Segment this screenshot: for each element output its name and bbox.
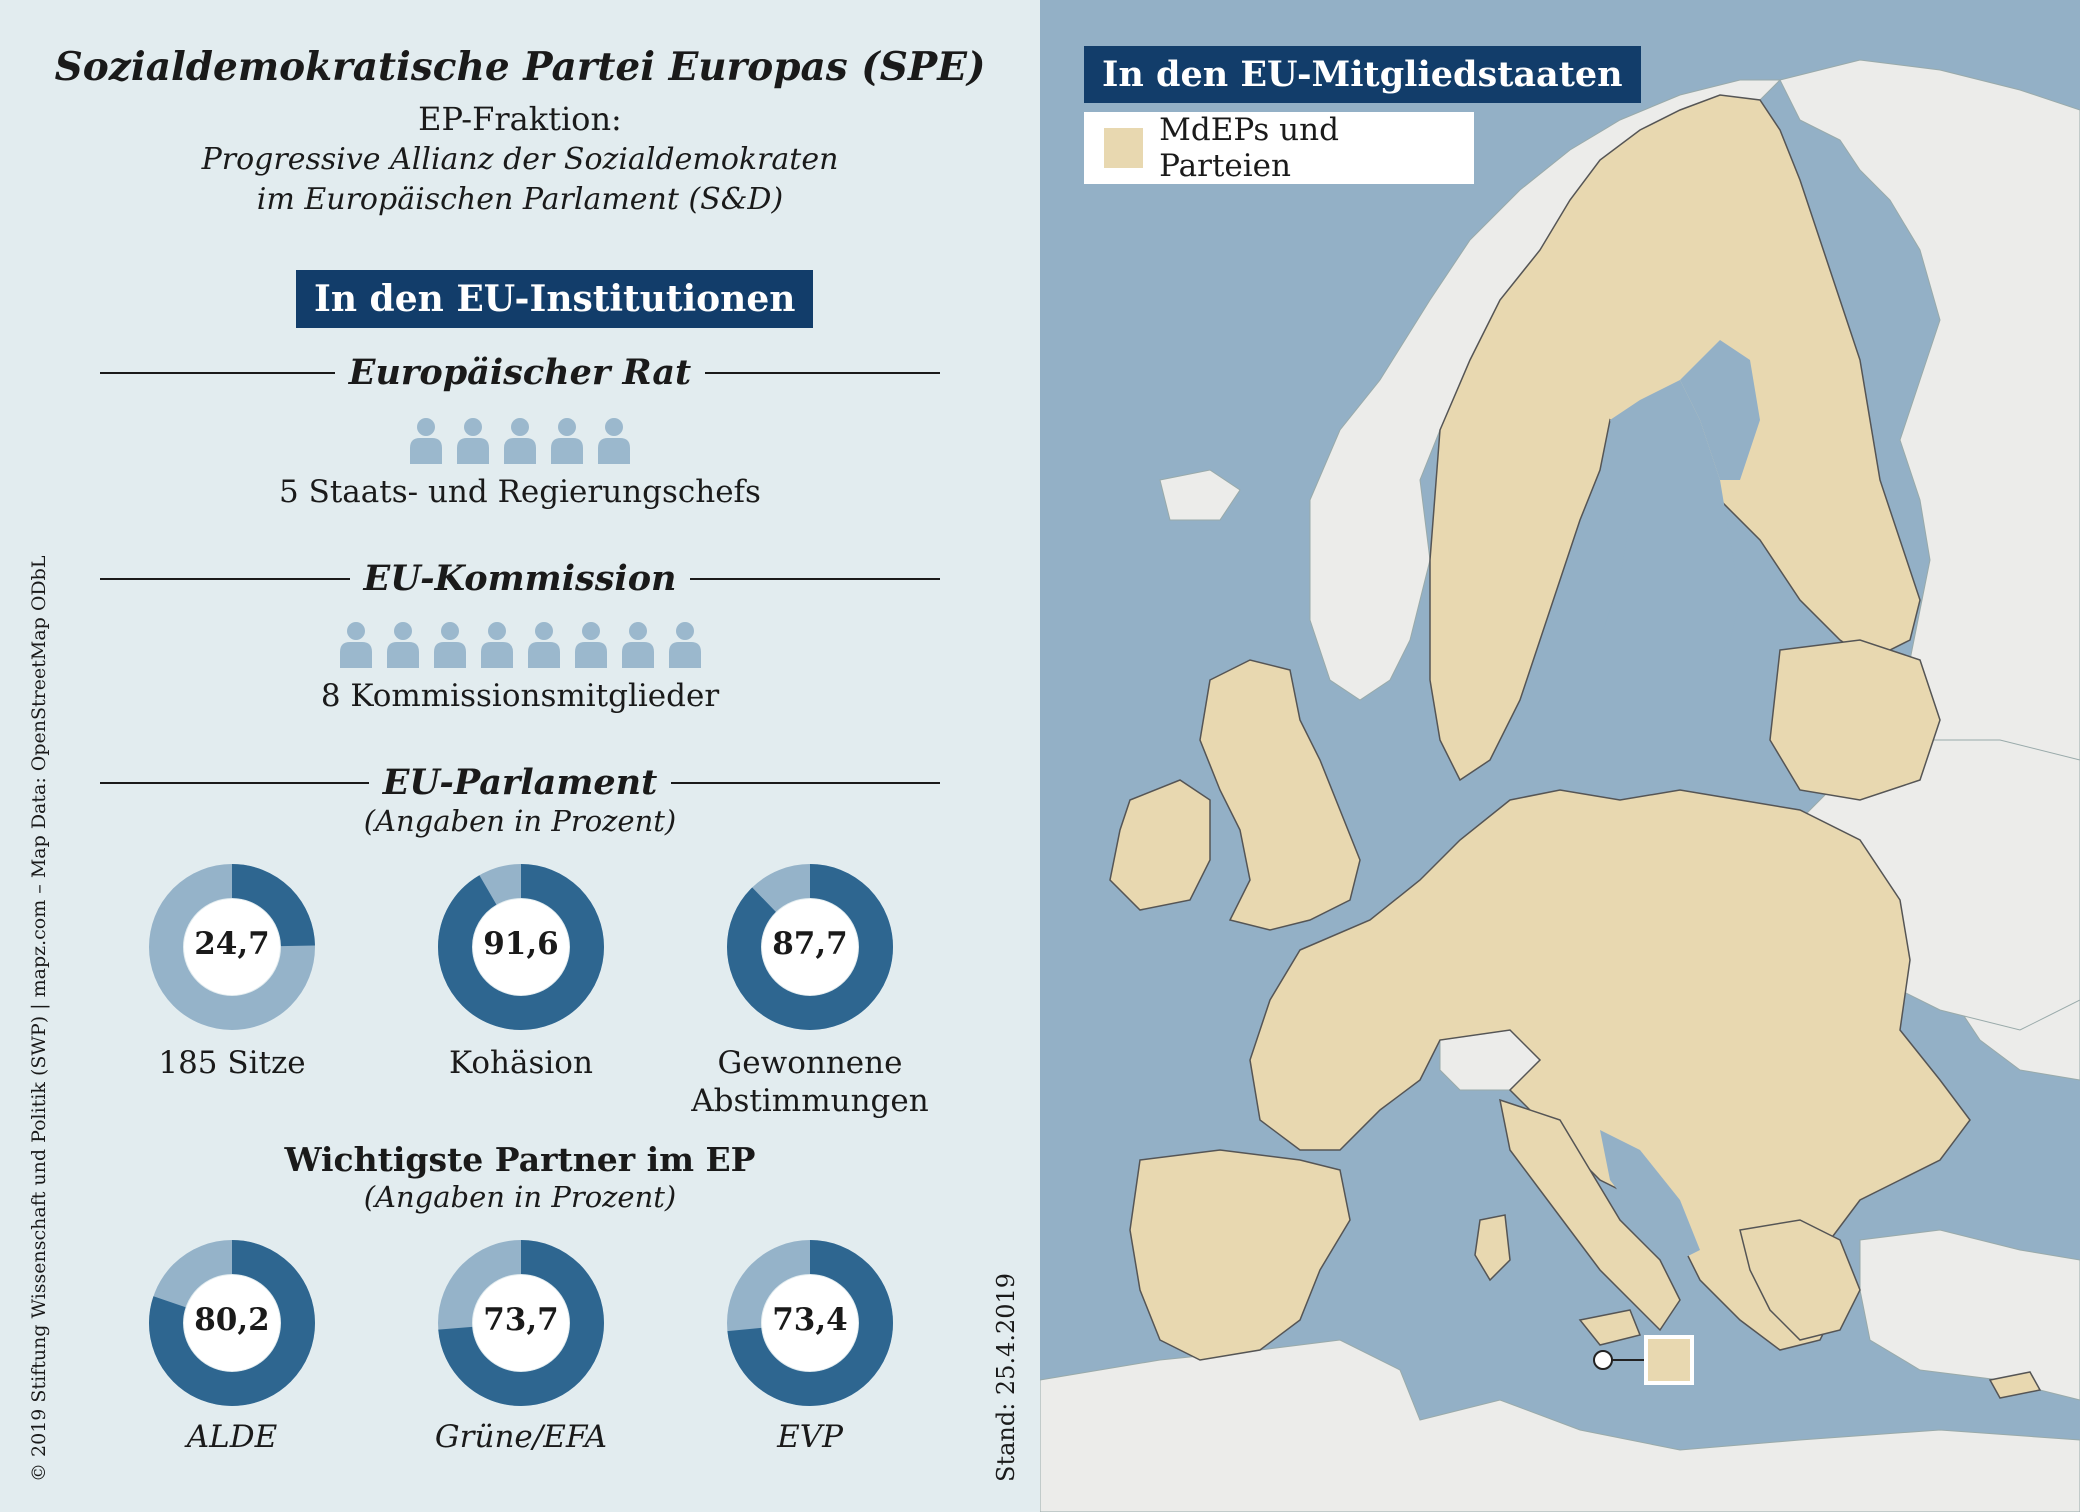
donut-center [473,899,569,995]
votes-won-label: Gewonnene Abstimmungen [691,1045,929,1119]
donut-center [184,1275,280,1371]
sicily-member [1578,1309,1642,1346]
legend-label: MdEPs und Parteien [1159,112,1339,184]
donut-share [438,1240,604,1406]
commission-caption: 8 Kommissionsmitglieder [320,678,720,714]
info-panel: Sozialdemokratische Partei Europas (SPE)… [28,44,1020,1482]
greens-value: 73,7 [483,1302,559,1338]
seats-value: 24,7 [194,926,270,962]
person-icon [457,418,489,464]
council-heading: Europäischer Rat [100,352,941,393]
adriatic-sea [1600,1130,1700,1260]
epp-label: EVP [777,1419,843,1455]
person-icon [339,622,372,668]
member-states-badge: In den EU-Mitgliedstaaten [1084,46,1641,103]
cohesion-label: Kohäsion [449,1045,593,1081]
italy-member [1499,1098,1681,1332]
seats-label: 185 Sitze [158,1045,306,1081]
donut-share [149,864,315,1030]
epp-donut [727,1240,893,1406]
cohesion-value: 91,6 [483,926,559,962]
person-icon [433,622,466,668]
person-icon [621,622,654,668]
divider [690,577,940,580]
gulf-of-bothnia [1680,340,1760,480]
votes-won-donut [727,864,893,1030]
donut-share [727,1240,893,1406]
council-person-icons [100,416,940,464]
page-title: Sozialdemokratische Partei Europas (SPE) [54,44,986,90]
iberia-member [1129,1149,1351,1361]
alde-donut [149,1240,315,1406]
alde-label: ALDE [186,1419,278,1455]
map-canvas [1040,59,2080,1512]
donut-share [149,1240,315,1406]
person-icon [386,622,419,668]
person-icon [527,622,560,668]
council-caption: 5 Staats- und Regierungschefs [279,474,761,510]
greece-member [1739,1219,1861,1341]
divider [671,781,940,784]
turkey-land [1859,1229,2080,1401]
africa-land [1040,1339,2080,1512]
europe-map[interactable] [1040,0,2080,1512]
person-icon [551,418,583,464]
ep-faction-label: EP-Fraktion: [418,100,622,138]
copyright-note: © 2019 Stiftung Wissenschaft und Politik… [28,555,50,1482]
map-legend: MdEPs und Parteien [1084,112,1474,184]
ep-faction-name: Progressive Allianz der Sozialdemokraten… [201,142,839,217]
donut-center [473,1275,569,1371]
donut-share [727,864,893,1030]
greens-donut [438,1240,604,1406]
cohesion-donut [438,864,604,1030]
commission-person-icons [100,620,940,668]
baltics-member [1769,639,1941,801]
divider [100,577,350,580]
person-icon [668,622,701,668]
continental-member [1249,789,1971,1351]
commission-heading: EU-Kommission [100,558,940,599]
person-icon [574,622,607,668]
divider [100,371,335,374]
donut-center [762,899,858,995]
person-icon [480,622,513,668]
parliament-heading: EU-Parlament [100,762,940,803]
greens-label: Grüne/EFA [434,1419,608,1455]
parliament-note: (Angaben in Prozent) [363,804,677,838]
divider [100,781,369,784]
malta-marker[interactable] [1593,1335,1694,1385]
institutions-badge: In den EU-Institutionen [296,270,814,328]
person-icon [598,418,630,464]
donut-center [762,1275,858,1371]
partners-heading: Wichtigste Partner im EP [284,1140,756,1179]
sardinia-member [1474,1214,1511,1282]
donut-center [184,899,280,995]
person-icon [410,418,442,464]
epp-value: 73,4 [772,1302,848,1338]
legend-swatch [1104,128,1144,168]
ireland-member [1109,779,1211,911]
partners-note: (Angaben in Prozent) [363,1180,677,1214]
date-note: Stand: 25.4.2019 [992,1272,1020,1482]
alde-value: 80,2 [194,1302,270,1338]
baltic-sea [1600,380,1740,740]
person-icon [504,418,536,464]
votes-won-value: 87,7 [772,926,848,962]
seats-donut [149,864,315,1030]
iceland-land [1159,469,1241,521]
cyprus-member [1988,1371,2042,1399]
donut-share [438,864,604,1030]
divider [705,371,941,374]
uk-member [1199,659,1361,931]
